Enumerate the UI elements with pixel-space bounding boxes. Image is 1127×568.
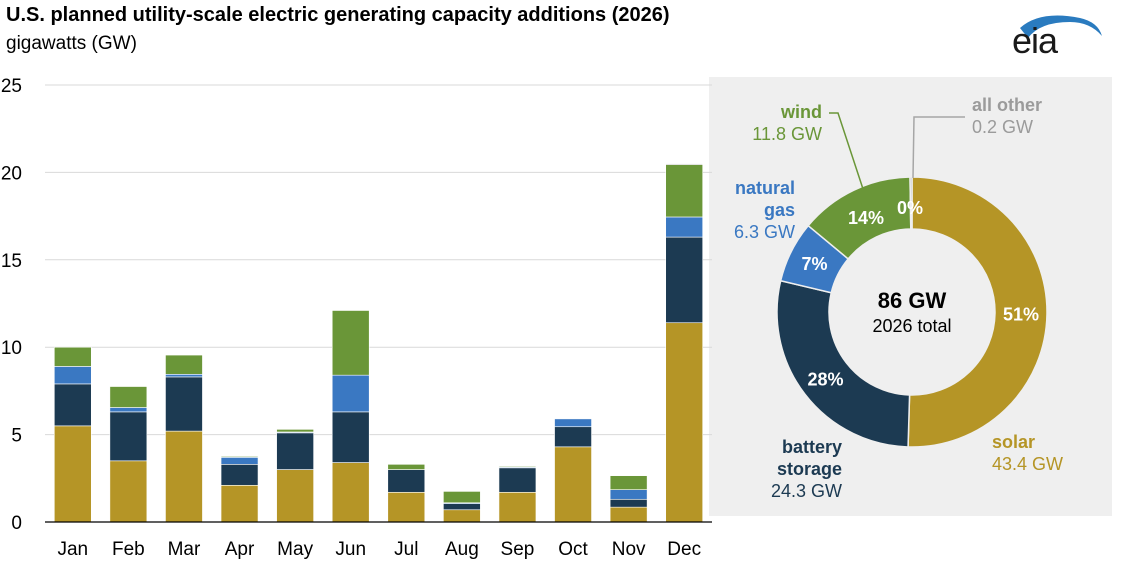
- bar-segment-wind: [331, 310, 370, 376]
- bar-segment-wind: [609, 475, 648, 490]
- y-tick-label: 25: [1, 76, 22, 97]
- donut-center-label: 2026 total: [872, 316, 951, 336]
- other-label-name: all other: [972, 95, 1042, 115]
- donut-percent-label: 7%: [802, 254, 828, 274]
- bar-segment-battery-storage: [220, 464, 259, 486]
- y-tick-label: 10: [1, 338, 22, 359]
- bar-segment-battery-storage: [53, 383, 92, 427]
- bar-segment-solar: [276, 469, 314, 523]
- donut-slice-all-other: [909, 176, 913, 230]
- x-tick-label: Jun: [335, 539, 366, 560]
- chart-subtitle: gigawatts (GW): [6, 33, 137, 54]
- bar-segment-natural-gas: [554, 418, 592, 428]
- donut-percent-label: 14%: [848, 208, 884, 228]
- x-tick-label: Feb: [112, 539, 145, 560]
- bar-segment-solar: [109, 460, 148, 523]
- x-tick-label: Aug: [445, 539, 479, 560]
- bar-segment-battery-storage: [443, 503, 481, 511]
- bar-segment-battery-storage: [276, 432, 314, 470]
- bar-segment-solar: [443, 509, 481, 523]
- donut-slice-solar: [907, 176, 1048, 448]
- x-tick-label: Dec: [667, 539, 701, 560]
- bar-segment-solar: [554, 446, 592, 523]
- bar-segment-solar: [387, 491, 426, 523]
- x-tick-label: Sep: [501, 539, 535, 560]
- eia-logo-text: eia: [1012, 20, 1058, 61]
- bar-segment-wind: [109, 386, 148, 408]
- bar-segment-battery-storage: [554, 426, 592, 448]
- bar-segment-battery-storage: [109, 411, 148, 462]
- wind-label-value: 11.8 GW: [752, 124, 822, 144]
- x-tick-label: Jan: [57, 539, 88, 560]
- bar-segment-natural-gas: [609, 489, 648, 500]
- bar-segment-solar: [53, 425, 92, 523]
- y-tick-label: 15: [1, 251, 22, 272]
- bar-segment-wind: [387, 464, 426, 470]
- bar-segment-natural-gas: [331, 374, 370, 413]
- bar-segment-natural-gas: [53, 366, 92, 385]
- gas-label-value: 6.3 GW: [734, 222, 795, 242]
- bar-segment-battery-storage: [665, 236, 704, 324]
- wind-leader-line: [829, 112, 865, 193]
- donut-percent-label: 51%: [1003, 305, 1039, 325]
- bar-segment-battery-storage: [165, 376, 203, 432]
- eia-logo-swoosh: [1020, 15, 1102, 38]
- x-tick-label: Apr: [225, 539, 255, 560]
- solar-label-name: solar: [992, 432, 1035, 452]
- gas-label-name: gas: [764, 200, 795, 220]
- x-tick-label: Oct: [558, 539, 588, 560]
- bar-segment-battery-storage: [498, 467, 537, 493]
- x-tick-label: Mar: [168, 539, 201, 560]
- bar-segment-solar: [220, 484, 259, 523]
- x-tick-label: May: [277, 539, 313, 560]
- bar-segment-solar: [498, 491, 537, 523]
- bar-segment-natural-gas: [220, 457, 259, 465]
- bar-segment-wind: [443, 491, 481, 504]
- eia-logo: eia: [1010, 8, 1105, 63]
- bar-segment-solar: [331, 462, 370, 523]
- chart-title: U.S. planned utility-scale electric gene…: [6, 4, 670, 26]
- other-label-value: 0.2 GW: [972, 117, 1033, 137]
- x-tick-label: Nov: [612, 539, 646, 560]
- donut-percent-label: 28%: [807, 369, 843, 389]
- bar-segment-solar: [165, 430, 203, 523]
- bar-segment-all-other: [665, 163, 704, 165]
- bar-segment-wind: [53, 346, 92, 367]
- bar-segment-natural-gas: [109, 407, 148, 413]
- y-tick-label: 20: [1, 163, 22, 184]
- bar-segment-wind: [665, 164, 704, 218]
- bar-segment-solar: [665, 322, 704, 523]
- gas-label-name: natural: [735, 178, 795, 198]
- bar-segment-wind: [165, 354, 203, 375]
- bar-segment-battery-storage: [387, 469, 426, 493]
- bar-segment-natural-gas: [665, 216, 704, 238]
- battery-label-name: battery: [782, 437, 842, 457]
- bar-segment-wind: [220, 456, 259, 458]
- y-tick-label: 0: [11, 513, 22, 534]
- battery-label-value: 24.3 GW: [771, 481, 842, 501]
- bar-segment-natural-gas: [165, 373, 203, 378]
- bar-segment-battery-storage: [331, 411, 370, 463]
- bar-segment-battery-storage: [609, 498, 648, 508]
- bar-segment-wind: [276, 429, 314, 433]
- bar-segment-solar: [609, 506, 648, 523]
- donut-center-value: 86 GW: [878, 288, 947, 313]
- solar-label-value: 43.4 GW: [992, 454, 1063, 474]
- bar-segment-wind: [498, 465, 537, 468]
- wind-label-name: wind: [780, 102, 822, 122]
- donut-slice-battery-storage: [776, 279, 911, 448]
- x-tick-label: Jul: [394, 539, 418, 560]
- battery-label-name: storage: [777, 459, 842, 479]
- y-tick-label: 5: [11, 426, 22, 447]
- other-leader-line: [912, 116, 965, 179]
- donut-percent-label: 0%: [897, 198, 923, 218]
